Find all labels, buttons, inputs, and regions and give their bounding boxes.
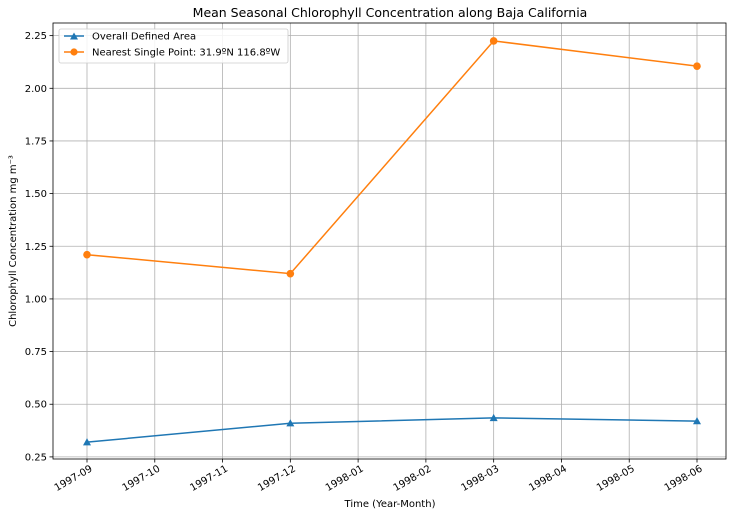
legend-triangle-marker — [70, 32, 78, 40]
legend-circle-marker — [70, 48, 78, 56]
legend-box — [58, 28, 289, 64]
legend: Overall Defined Area Nearest Single Poin… — [58, 28, 289, 64]
data-point-triangle — [286, 419, 295, 427]
x-tick-label: 1997-10 — [121, 464, 163, 494]
x-tick-label: 1998-06 — [663, 464, 705, 494]
y-tick-label: 0.50 — [25, 400, 47, 411]
plot-frame — [52, 22, 727, 460]
y-axis-label: Chlorophyll Concentration mg m⁻³ — [8, 155, 19, 327]
series-line-1 — [86, 40, 698, 275]
x-tick-label: 1998-01 — [324, 464, 366, 494]
y-axis-ticks: 0.25 0.50 0.75 1.00 1.25 1.50 1.75 2.00 2.25 — [25, 31, 53, 463]
grid-lines — [53, 23, 726, 459]
x-tick-label: 1997-09 — [53, 464, 95, 494]
y-tick-label: 0.25 — [25, 452, 47, 463]
chart-title: Mean Seasonal Chlorophyll Concentration … — [193, 5, 588, 20]
x-tick-label: 1997-11 — [188, 464, 230, 494]
y-tick-label: 2.00 — [25, 84, 47, 95]
data-point-circle — [489, 37, 498, 45]
data-point-circle — [83, 250, 91, 259]
x-axis-label: Time (Year-Month) — [344, 499, 436, 510]
y-tick-label: 0.75 — [25, 347, 47, 358]
x-tick-label: 1998-02 — [392, 464, 434, 494]
y-tick-label: 1.50 — [25, 189, 47, 200]
x-tick-label: 1997-12 — [256, 464, 298, 494]
legend-label-point: Nearest Single Point: 31.9ºN 116.8ºW — [92, 48, 280, 59]
y-tick-label: 1.25 — [25, 242, 47, 253]
y-tick-label: 1.00 — [25, 294, 47, 305]
data-point-triangle — [83, 438, 91, 446]
x-tick-label: 1998-05 — [595, 464, 637, 494]
x-tick-label: 1998-03 — [459, 464, 501, 494]
x-tick-label: 1998-04 — [527, 464, 569, 494]
legend-label-overall: Overall Defined Area — [92, 32, 196, 43]
series-line-0 — [86, 417, 698, 443]
y-tick-label: 2.25 — [25, 31, 47, 42]
data-point-triangle — [489, 413, 498, 422]
series-layer — [83, 37, 701, 446]
y-tick-label: 1.75 — [25, 136, 47, 147]
data-point-circle — [286, 269, 295, 278]
data-point-circle — [693, 62, 701, 70]
x-axis-ticks: 1997-09 1997-10 1997-11 1997-12 1998-01 1998-… — [53, 459, 705, 494]
data-point-triangle — [693, 417, 701, 425]
